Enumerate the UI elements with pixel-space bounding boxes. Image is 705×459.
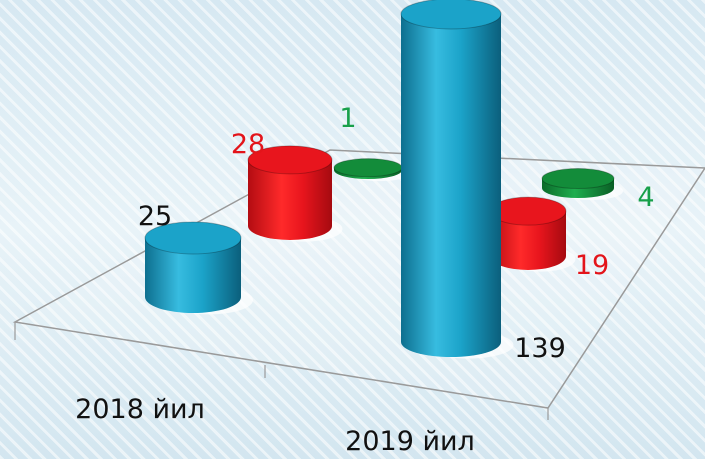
bar-cylinder (489, 196, 576, 272)
labels-layer: 1 4 28 19 25 139 (138, 103, 655, 364)
bar-body (401, 13, 501, 358)
bar-body (145, 238, 241, 313)
bar-cylinder (541, 168, 623, 200)
bar-top-cap (247, 145, 333, 175)
bar-top-cap (400, 0, 502, 30)
bar-top-cap (333, 158, 403, 178)
data-label: 4 (637, 182, 654, 213)
data-label: 25 (138, 201, 172, 232)
data-label: 139 (514, 333, 566, 364)
category-label: 2019 йил (345, 426, 475, 457)
data-label: 28 (231, 129, 265, 160)
bars-layer (144, 0, 623, 359)
bar-cylinder (247, 145, 343, 242)
category-label: 2018 йил (75, 394, 205, 425)
bar-body (248, 159, 332, 240)
data-label: 1 (339, 103, 356, 134)
bar-top-cap (541, 168, 615, 190)
bar-top-cap (489, 196, 567, 226)
data-label: 19 (575, 250, 609, 281)
bar-cylinder (144, 221, 253, 315)
bar-cylinder (400, 0, 514, 359)
bar-body (490, 211, 566, 270)
bar-cylinder (333, 158, 411, 182)
category-labels: 2018 йил 2019 йил (75, 394, 475, 457)
bar-top-cap (144, 221, 242, 255)
